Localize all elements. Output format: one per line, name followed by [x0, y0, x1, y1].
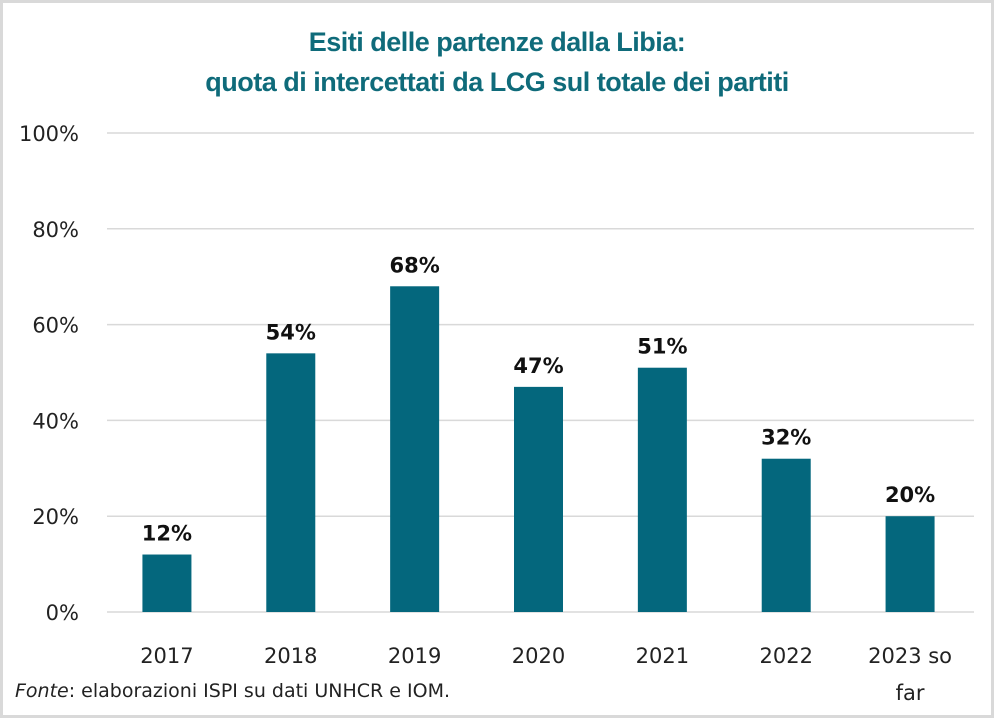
y-tick-label: 100% [19, 122, 79, 146]
x-tick-label: 2019 [388, 644, 441, 668]
bar-2021 [637, 367, 687, 612]
x-tick-label: 2022 [759, 644, 812, 668]
data-label: 12% [142, 522, 192, 546]
data-label: 47% [513, 354, 563, 378]
source-text: : elaborazioni ISPI su dati UNHCR e IOM. [68, 680, 451, 702]
bar-2023-so-far [885, 516, 935, 612]
bar-2017 [142, 554, 192, 612]
x-axis-labels: 2017 2018 2019 2020 2021 2022 2023 so far [140, 644, 952, 705]
bars [142, 286, 935, 612]
gridlines [107, 132, 974, 613]
y-tick-label: 60% [32, 314, 79, 338]
y-tick-label: 80% [32, 218, 79, 242]
y-tick-label: 40% [32, 409, 79, 433]
bar-2022 [761, 458, 811, 612]
data-label: 20% [885, 483, 935, 507]
data-label: 54% [266, 320, 316, 344]
data-labels: 12% 54% 68% 47% 51% 32% 20% [142, 253, 935, 545]
y-tick-label: 0% [46, 601, 79, 625]
data-label: 68% [390, 253, 440, 277]
bar-2019 [390, 286, 440, 612]
source-prefix: Fonte [15, 680, 69, 702]
x-tick-label: far [896, 681, 925, 705]
x-tick-label: 2018 [264, 644, 317, 668]
bar-2020 [514, 386, 563, 612]
x-tick-label: 2023 so [868, 644, 952, 668]
y-axis-labels: 0% 20% 40% 60% 80% 100% [19, 122, 79, 625]
y-tick-label: 20% [32, 505, 79, 529]
chart-subtitle: quota di intercettati da LCG sul totale … [205, 67, 789, 97]
bar-2018 [266, 353, 316, 612]
chart-title: Esiti delle partenze dalla Libia: [308, 27, 686, 57]
chart-title-block: Esiti delle partenze dalla Libia: quota … [0, 22, 994, 102]
source-note: Fonte: elaborazioni ISPI su dati UNHCR e… [15, 680, 450, 702]
data-label: 51% [637, 335, 687, 359]
x-tick-label: 2017 [140, 644, 193, 668]
x-tick-label: 2021 [636, 644, 689, 668]
x-tick-label: 2020 [512, 644, 565, 668]
data-label: 32% [761, 426, 811, 450]
